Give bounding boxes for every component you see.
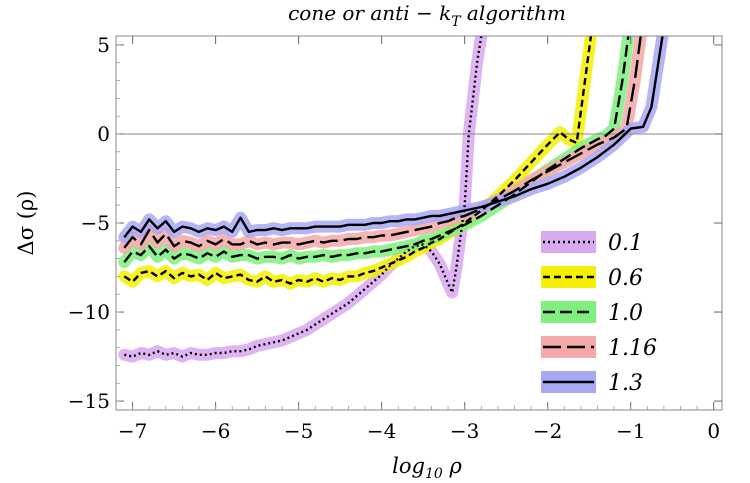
y-tick-label: 0 — [97, 122, 110, 146]
x-axis-title: log10 ρ — [392, 454, 462, 482]
x-tick-label: −4 — [367, 419, 396, 443]
x-tick-label: −7 — [118, 419, 147, 443]
y-tick-label: −15 — [68, 389, 110, 413]
line-series-4 — [123, 36, 664, 238]
x-tick-label: −5 — [284, 419, 313, 443]
legend-label: 0.1 — [608, 231, 643, 256]
line-series-3 — [123, 36, 642, 249]
legend-label: 1.0 — [608, 301, 643, 326]
y-axis-title: Δσ (ρ) — [14, 191, 38, 256]
chart-title: cone or anti − kT algorithm — [288, 1, 566, 30]
y-tick-label: 5 — [97, 33, 110, 57]
band-series-0 — [118, 36, 488, 363]
legend-label: 1.16 — [608, 336, 657, 361]
legend-label: 0.6 — [608, 266, 643, 291]
x-tick-label: −3 — [450, 419, 479, 443]
axis-ticks: −7 −6 −5 −4 −3 −2 −1 0−15−10−505 — [68, 33, 722, 443]
series-lines — [123, 36, 664, 358]
legend-label: 1.3 — [608, 371, 643, 396]
y-tick-label: −5 — [81, 211, 110, 235]
x-tick-label: −2 — [533, 419, 562, 443]
legend: 0.1 0.6 1.0 1.16 1.3 — [541, 231, 657, 396]
x-tick-label: −6 — [201, 419, 230, 443]
x-tick-label: −1 — [616, 419, 645, 443]
y-tick-label: −10 — [68, 300, 110, 324]
x-tick-label: 0 — [707, 419, 720, 443]
line-series-0 — [124, 36, 483, 358]
